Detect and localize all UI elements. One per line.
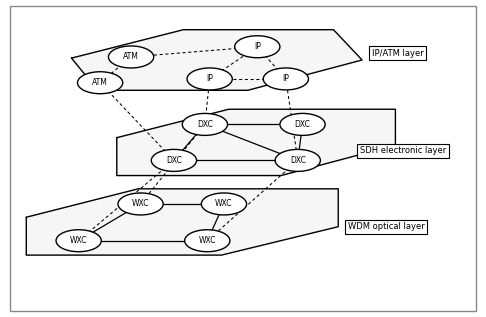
Text: WXC: WXC (132, 199, 149, 209)
Text: DXC: DXC (197, 120, 213, 129)
Text: WDM optical layer: WDM optical layer (347, 222, 424, 231)
Ellipse shape (263, 68, 309, 90)
Text: IP: IP (206, 74, 213, 83)
Text: WXC: WXC (215, 199, 233, 209)
Text: DXC: DXC (295, 120, 311, 129)
Text: SDH electronic layer: SDH electronic layer (360, 146, 446, 155)
Text: DXC: DXC (290, 156, 306, 165)
Ellipse shape (185, 230, 230, 252)
Ellipse shape (280, 113, 325, 135)
Text: IP: IP (282, 74, 289, 83)
Text: IP: IP (254, 42, 260, 51)
Polygon shape (117, 109, 396, 176)
Ellipse shape (235, 36, 280, 58)
Ellipse shape (201, 193, 246, 215)
Text: ATM: ATM (92, 78, 108, 87)
Ellipse shape (151, 149, 196, 171)
Ellipse shape (118, 193, 163, 215)
Ellipse shape (77, 72, 123, 94)
Ellipse shape (187, 68, 232, 90)
Polygon shape (26, 189, 338, 255)
Ellipse shape (56, 230, 101, 252)
Text: IP/ATM layer: IP/ATM layer (372, 49, 424, 58)
Ellipse shape (108, 46, 154, 68)
Ellipse shape (182, 113, 227, 135)
Text: DXC: DXC (166, 156, 182, 165)
Text: WXC: WXC (70, 236, 87, 245)
Ellipse shape (275, 149, 320, 171)
Polygon shape (71, 30, 362, 90)
Text: ATM: ATM (123, 53, 139, 61)
Text: WXC: WXC (198, 236, 216, 245)
